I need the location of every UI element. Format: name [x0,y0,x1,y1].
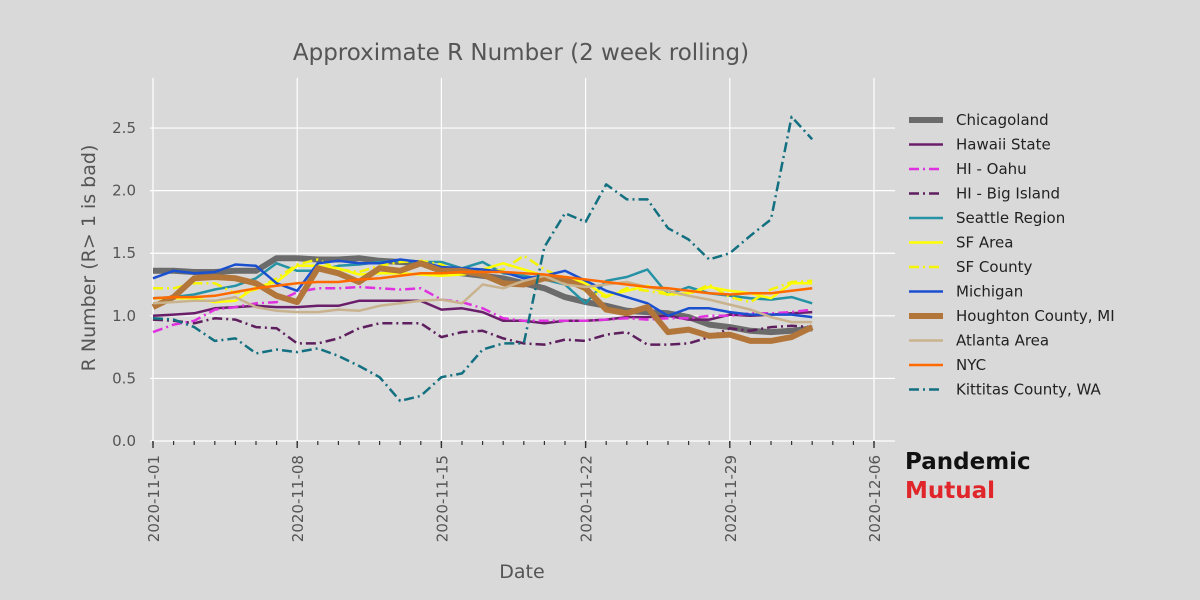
legend-label-seattle-region: Seattle Region [956,209,1065,227]
legend-label-michigan: Michigan [956,283,1023,301]
x-tick-label: 2020-12-06 [866,455,884,542]
x-axis-ticks: 2020-11-01 2020-11-08 2020-11-15 2020-11-22… [145,441,884,542]
plot-background [150,78,895,441]
x-tick-label: 2020-11-01 [145,455,163,542]
y-axis-label: R Number (R> 1 is bad) [78,145,100,372]
legend-label-hi-big-island: HI - Big Island [956,185,1060,203]
series-line-kittitas-county-wa [152,115,814,403]
x-tick-label: 2020-11-29 [722,455,740,542]
y-tick-label: 2.0 [112,182,136,200]
series-line-michigan [152,258,813,319]
legend-label-hi-oahu: HI - Oahu [956,160,1027,178]
x-axis-label: Date [499,561,544,583]
x-tick-label: 2020-11-22 [578,455,596,542]
legend-label-nyc: NYC [956,356,986,374]
legend: Chicagoland Hawaii State HI - Oahu HI - Big… [909,111,1115,399]
series-line-seattle-region [152,259,813,305]
x-tick-label: 2020-11-15 [433,455,451,542]
series-line-hawaii-state [152,299,813,325]
series-line-hi-oahu [152,285,813,334]
x-tick-label: 2020-11-08 [289,455,307,542]
legend-label-sf-county: SF County [956,258,1032,276]
y-tick-label: 1.5 [112,244,136,262]
series-line-nyc [152,270,813,300]
legend-label-chicagoland: Chicagoland [956,111,1049,129]
series-lines [151,115,814,403]
legend-label-hawaii-state: Hawaii State [956,136,1051,154]
y-tick-label: 0.5 [112,369,136,387]
y-tick-label: 0.0 [112,432,136,450]
series-line-hi-big-island [152,317,813,346]
y-tick-label: 2.5 [112,119,136,137]
grid-lines [150,78,895,442]
chart-title: Approximate R Number (2 week rolling) [293,40,749,66]
legend-label-atlanta-area: Atlanta Area [956,332,1049,350]
plot-area: 2020-11-01 2020-11-08 2020-11-15 2020-11-22… [112,78,895,542]
legend-label-houghton-county-mi: Houghton County, MI [956,307,1115,325]
legend-label-kittitas-county-wa: Kittitas County, WA [956,381,1102,399]
legend-label-sf-area: SF Area [956,234,1013,252]
y-axis-ticks: 0.0 0.5 1.0 1.5 2.0 2.5 [112,119,136,450]
brand-name-line-1: Pandemic [905,449,1031,475]
y-tick-label: 1.0 [112,307,136,325]
series-line-atlanta-area [152,274,813,324]
brand-name-line-2: Mutual [905,478,996,504]
